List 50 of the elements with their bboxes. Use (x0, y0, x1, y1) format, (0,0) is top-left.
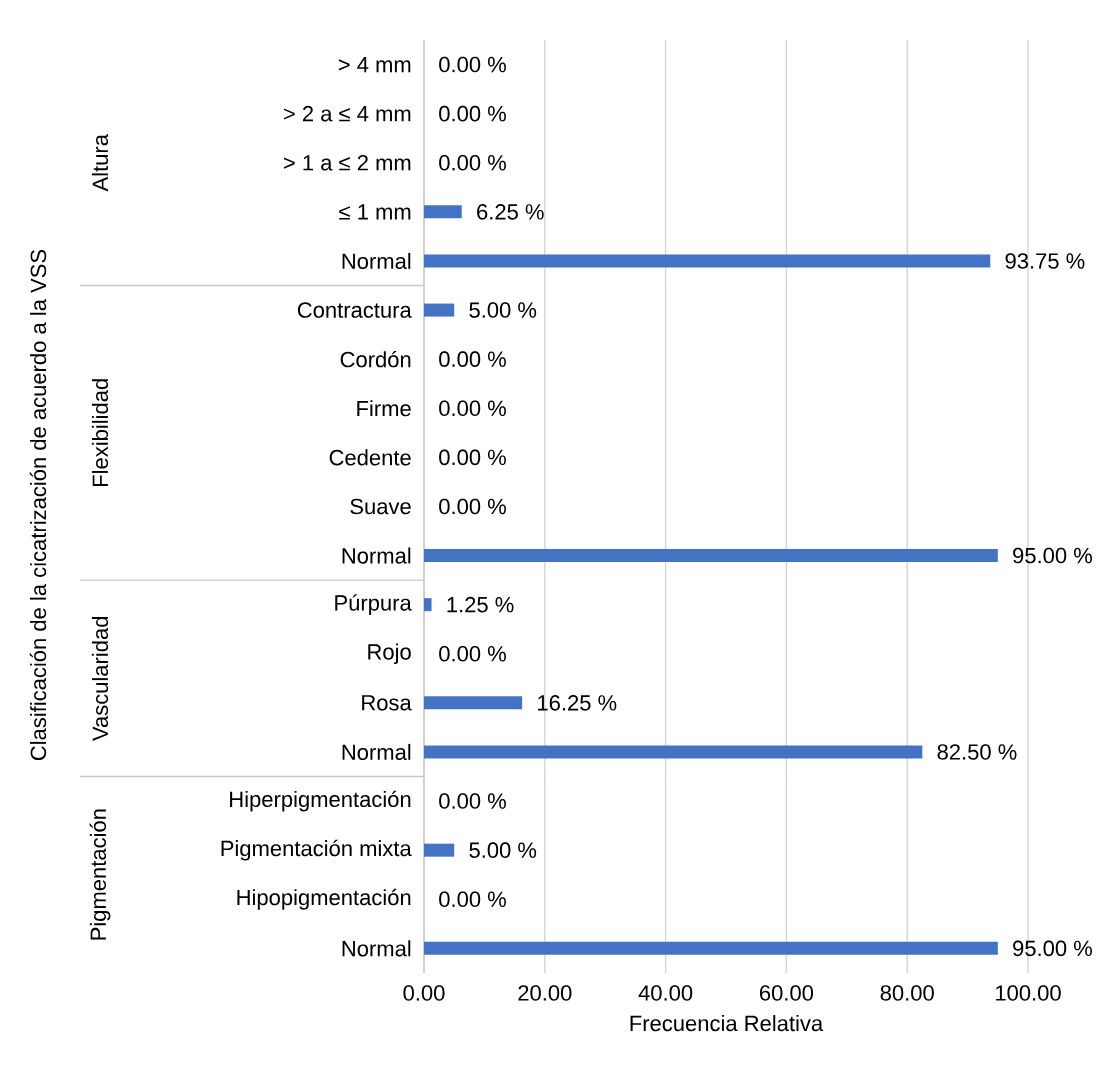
y-tick-label: Suave (350, 498, 411, 515)
y-tick-label: Cordón (340, 350, 411, 368)
y-tick-label: Rosa (362, 695, 412, 711)
data-label: 5.00 % (469, 302, 537, 318)
x-tick-label: 60.00 (759, 985, 814, 1001)
y-tick-label: Hipopigmentación (237, 888, 411, 910)
y-tick-label: > 1 a ≤ 2 mm (283, 154, 411, 171)
data-label: 95.00 % (1013, 547, 1092, 564)
data-label: 0.00 % (439, 498, 506, 515)
y-tick-label: > 2 a ≤ 4 mm (283, 105, 411, 122)
data-label: 16.25 % (538, 695, 617, 711)
data-label: 0.00 % (439, 891, 506, 908)
y-axis-title: Pigmentación (89, 809, 111, 940)
data-label: 0.00 % (439, 400, 506, 417)
data-label: 0.00 % (439, 105, 506, 122)
data-label: 0.00 % (439, 154, 506, 171)
y-axis-title: Vascularidad (91, 616, 109, 741)
text: Clasificación de la cicatrización de acuerdo a la VSS (29, 249, 47, 761)
y-tick-label: ≤ 1 mm (339, 204, 411, 220)
x-tick-label: 80.00 (880, 985, 934, 1001)
y-tick-label: > 4 mm (338, 56, 411, 73)
data-label: 0.00 % (439, 645, 506, 662)
data-label: 82.50 % (937, 744, 1017, 760)
data-label: 0.00 % (439, 793, 506, 809)
y-tick-label: Contractura (297, 302, 412, 318)
y-tick-label: Cedente (329, 449, 411, 466)
data-label: 0.00 % (439, 56, 506, 73)
data-label: 5.00 % (469, 842, 537, 858)
y-tick-label: Púrpura (335, 594, 412, 616)
data-label: 6.25 % (477, 204, 544, 220)
y-tick-label: Normal (342, 547, 411, 564)
data-label: 1.25 % (447, 596, 514, 613)
x-tick-label: 0.00 (403, 985, 445, 1001)
x-axis-title: Frecuencia Relativa (630, 1015, 824, 1032)
y-tick-label: Rojo (368, 643, 411, 665)
y-tick-label: Hiperpigmentación (230, 790, 411, 812)
y-tick-label: Firme (357, 400, 411, 417)
x-tick-label: 100.00 (996, 985, 1061, 1001)
y-tick-label: Normal (342, 743, 411, 761)
x-tick-label: 40.00 (638, 985, 693, 1001)
data-label: 93.75 % (1005, 253, 1085, 269)
y-axis-title: Flexibilidad (91, 379, 109, 487)
y-tick-label: Normal (342, 252, 411, 270)
data-label: 95.00 % (1013, 940, 1092, 957)
y-tick-label: Normal (342, 940, 411, 957)
y-tick-label: Pigmentación mixta (221, 839, 412, 861)
data-label: 0.00 % (439, 351, 506, 367)
y-axis-title: Altura (91, 134, 109, 192)
data-label: 0.00 % (439, 449, 506, 466)
x-tick-label: 20.00 (518, 985, 572, 1001)
